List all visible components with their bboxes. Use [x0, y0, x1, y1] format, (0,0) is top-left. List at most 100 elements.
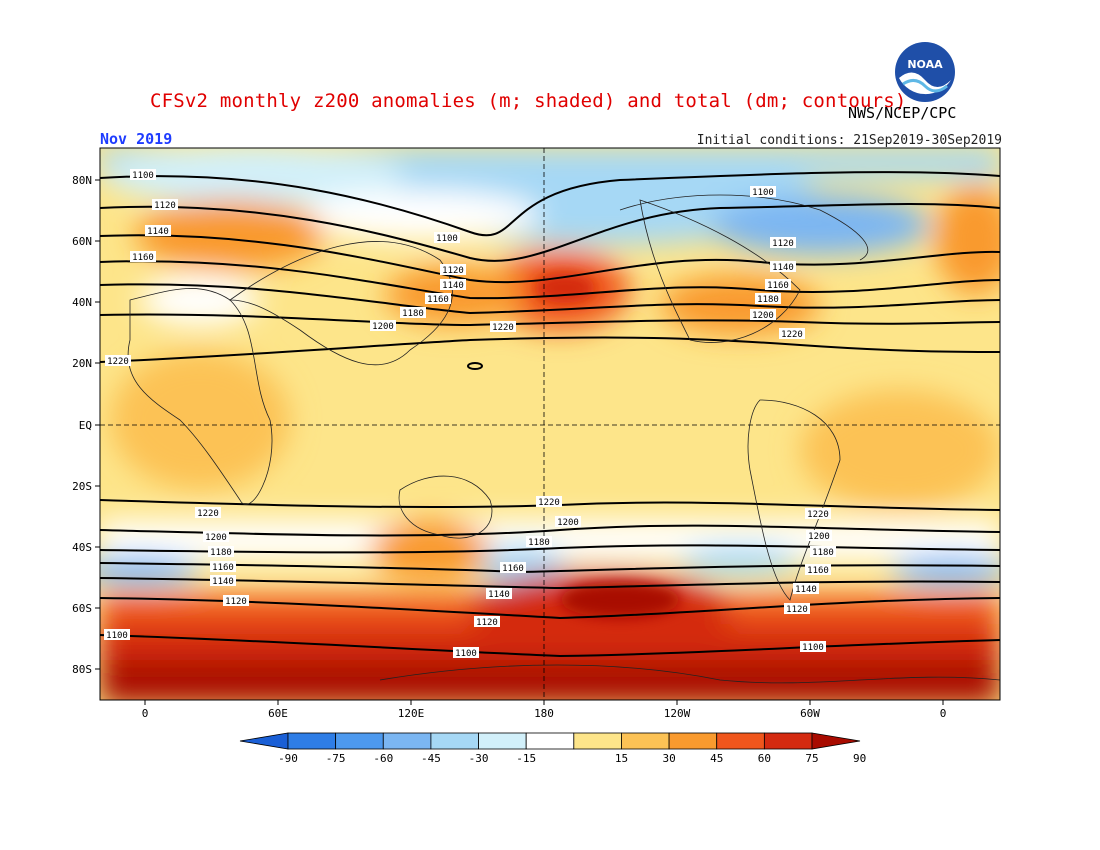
svg-text:1180: 1180	[757, 295, 779, 305]
colorbar-tick-label: -30	[469, 752, 489, 765]
contour-label: 1180	[526, 536, 552, 548]
svg-text:1120: 1120	[772, 239, 794, 249]
colorbar: -90 -75 -60 -45 -30 -15 15 30 45 60 75 90	[239, 732, 866, 765]
lat-label: 20N	[72, 357, 92, 370]
contour-label: 1100	[750, 186, 776, 198]
lon-label: 60E	[268, 707, 288, 720]
colorbar-tick-label: -15	[516, 752, 536, 765]
colorbar-swatch	[525, 732, 575, 750]
lon-label: 180	[534, 707, 554, 720]
contour-label: 1120	[770, 237, 796, 249]
svg-text:1140: 1140	[795, 585, 817, 595]
lat-label: EQ	[79, 419, 92, 432]
colorbar-swatch	[668, 732, 718, 750]
svg-text:1120: 1120	[476, 618, 498, 628]
initial-conditions: Initial conditions: 21Sep2019-30Sep2019	[696, 133, 1002, 148]
svg-text:1140: 1140	[442, 281, 464, 291]
coastlines	[127, 194, 1000, 684]
colorbar-tick-label: 15	[615, 752, 628, 765]
lon-label: 120E	[398, 707, 425, 720]
svg-text:1220: 1220	[781, 330, 803, 340]
contour-label: 1200	[806, 530, 832, 542]
svg-text:1200: 1200	[372, 322, 394, 332]
agency-label: NWS/NCEP/CPC	[848, 104, 957, 122]
colorbar-tick-label: 75	[805, 752, 818, 765]
svg-text:1200: 1200	[808, 532, 830, 542]
svg-text:1200: 1200	[557, 518, 579, 528]
colorbar-swatch	[716, 732, 765, 750]
colorbar-swatch	[763, 732, 813, 750]
contour-label: 1220	[490, 321, 516, 333]
svg-text:1180: 1180	[812, 548, 834, 558]
svg-text:1220: 1220	[197, 509, 219, 519]
contour-label: 1160	[805, 564, 831, 576]
svg-text:1100: 1100	[752, 188, 774, 198]
lat-label: 80S	[72, 663, 92, 676]
svg-text:1160: 1160	[767, 281, 789, 291]
svg-text:1100: 1100	[455, 649, 477, 659]
svg-text:1140: 1140	[212, 577, 234, 587]
contour-label: 1160	[765, 279, 791, 291]
contour-label: 1180	[810, 546, 836, 558]
colorbar-swatch	[382, 732, 432, 750]
colorbar-tick-label: 45	[710, 752, 723, 765]
lon-label: 60W	[800, 707, 820, 720]
svg-text:1220: 1220	[107, 357, 129, 367]
anomaly-shading	[100, 148, 1000, 700]
lon-label: 120W	[664, 707, 691, 720]
contour-label: 1100	[130, 169, 156, 181]
svg-text:1180: 1180	[528, 538, 550, 548]
colorbar-swatch	[621, 732, 670, 750]
contour-label: 1200	[750, 309, 776, 321]
svg-text:1120: 1120	[786, 605, 808, 615]
svg-text:1100: 1100	[802, 643, 824, 653]
svg-text:1120: 1120	[154, 201, 176, 211]
axis-ticks	[95, 179, 944, 705]
contour-label: 1200	[555, 516, 581, 528]
contour-label: 1180	[755, 293, 781, 305]
contour-label: 1200	[203, 531, 229, 543]
svg-text:1180: 1180	[402, 309, 424, 319]
lat-label: 40N	[72, 296, 92, 309]
contour-label: 1160	[500, 562, 526, 574]
svg-text:1100: 1100	[132, 171, 154, 181]
contour-label: 1100	[104, 629, 130, 641]
svg-text:1220: 1220	[538, 498, 560, 508]
colorbar-tick-label: 60	[758, 752, 771, 765]
svg-text:1160: 1160	[807, 566, 829, 576]
colorbar-tick-label: -90	[278, 752, 298, 765]
latitude-labels: 80N 60N 40N 20N EQ 20S 40S 60S 80S	[72, 174, 92, 676]
svg-text:1120: 1120	[225, 597, 247, 607]
colorbar-swatch	[430, 732, 479, 750]
colorbar-swatch	[478, 732, 527, 750]
colorbar-arrow-right	[811, 732, 861, 750]
svg-text:1100: 1100	[106, 631, 128, 641]
lat-label: 20S	[72, 480, 92, 493]
svg-text:1220: 1220	[492, 323, 514, 333]
contour-label: 1200	[370, 320, 396, 332]
svg-text:1160: 1160	[212, 563, 234, 573]
map-title: CFSv2 monthly z200 anomalies (m; shaded)…	[150, 90, 907, 112]
lat-label: 80N	[72, 174, 92, 187]
contour-label: 1120	[440, 264, 466, 276]
svg-text:1160: 1160	[427, 295, 449, 305]
map-frame	[99, 147, 1001, 701]
svg-text:1160: 1160	[132, 253, 154, 263]
contour-label: 1220	[536, 496, 562, 508]
contour-labels: 1100 1120 1140 1160 1200 1180 1220 1100 …	[104, 169, 836, 659]
svg-text:1140: 1140	[488, 590, 510, 600]
colorbar-swatch	[287, 732, 337, 750]
contour-label: 1220	[779, 328, 805, 340]
reference-lines	[100, 148, 1000, 700]
lat-label: 60N	[72, 235, 92, 248]
colorbar-tick-label: 30	[662, 752, 675, 765]
contour-label: 1220	[195, 507, 221, 519]
contour-label: 1180	[400, 307, 426, 319]
contour-label: 1140	[770, 261, 796, 273]
contour-label: 1140	[210, 575, 236, 587]
contour-label: 1100	[453, 647, 479, 659]
colorbar-tick-label: -60	[373, 752, 393, 765]
colorbar-swatch	[335, 732, 384, 750]
lon-label: 0	[142, 707, 149, 720]
